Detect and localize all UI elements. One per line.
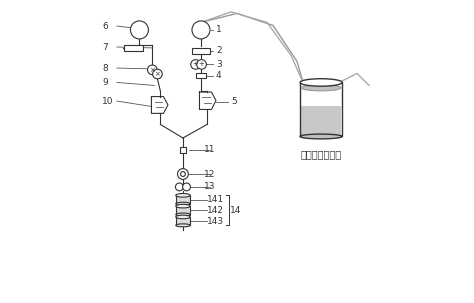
Text: 12: 12 [204, 169, 215, 178]
Text: 8: 8 [102, 64, 108, 72]
Circle shape [182, 183, 191, 191]
Bar [176, 206, 190, 215]
Bar [176, 195, 190, 204]
Bar [192, 48, 210, 54]
Ellipse shape [300, 79, 342, 86]
Bar [124, 45, 143, 51]
Text: 10: 10 [102, 97, 113, 105]
Circle shape [197, 60, 206, 69]
Text: 4: 4 [216, 71, 222, 80]
Ellipse shape [300, 134, 342, 139]
Bar [180, 147, 186, 153]
Text: 6: 6 [102, 22, 108, 31]
Circle shape [130, 21, 148, 39]
Circle shape [192, 21, 210, 39]
Circle shape [175, 183, 183, 191]
Text: 141: 141 [207, 195, 224, 204]
Ellipse shape [301, 85, 341, 91]
Bar [196, 73, 206, 78]
Text: 142: 142 [207, 206, 224, 215]
Text: 2: 2 [216, 46, 222, 55]
Text: 11: 11 [204, 145, 216, 155]
Circle shape [181, 171, 185, 176]
Circle shape [147, 65, 157, 75]
Ellipse shape [176, 202, 190, 205]
Bar [301, 105, 341, 135]
Text: 13: 13 [204, 182, 216, 191]
Text: 14: 14 [230, 206, 241, 215]
Text: 143: 143 [207, 217, 224, 226]
Ellipse shape [176, 194, 190, 197]
Text: 1: 1 [216, 25, 222, 35]
Text: 导电材料分散液: 导电材料分散液 [301, 149, 342, 159]
Text: 9: 9 [102, 78, 108, 87]
Text: 5: 5 [231, 98, 237, 106]
Ellipse shape [176, 215, 190, 219]
Bar [176, 217, 190, 225]
Ellipse shape [176, 224, 190, 227]
Text: ×: × [149, 67, 155, 73]
Text: 3: 3 [216, 60, 222, 69]
Text: ×: × [155, 71, 160, 77]
Text: +: + [199, 62, 204, 68]
Bar [300, 82, 342, 136]
Circle shape [153, 69, 162, 79]
Circle shape [178, 168, 188, 179]
Ellipse shape [176, 204, 190, 208]
Text: 7: 7 [102, 42, 108, 52]
Circle shape [191, 60, 201, 69]
Text: +: + [192, 62, 199, 68]
Ellipse shape [176, 213, 190, 216]
